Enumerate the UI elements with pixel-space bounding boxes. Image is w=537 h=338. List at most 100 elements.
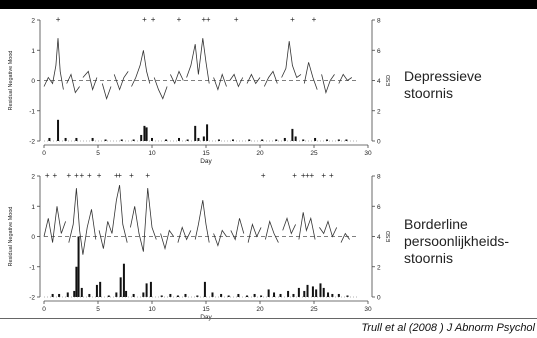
y2-tick-label: 8 [377,18,381,25]
y2-tick-label: 2 [377,108,381,115]
event-marker: + [117,171,122,180]
esd-bar [217,139,220,141]
esd-bar [169,293,172,297]
mood-line-segment [101,83,112,101]
y-tick-label: 0 [31,78,35,85]
y2-tick-label: 8 [377,174,381,181]
esd-bar [104,139,107,141]
y-tick-label: -2 [29,139,35,146]
event-marker: + [129,171,134,180]
esd-bar [48,137,51,141]
event-marker: + [206,15,211,24]
separator-line [0,318,537,319]
esd-bar [319,283,322,297]
esd-bar [125,290,128,297]
mood-line-segment [82,70,98,92]
panel-2-label-line: persoonlijkheids- [404,233,510,249]
esd-bar [115,292,118,297]
y2-tick-label: 4 [377,234,381,241]
mood-line-segment [298,212,316,240]
y2-axis-title: ESD [386,75,392,86]
panel-1-label-line: stoornis [404,85,454,101]
mood-line-segment [246,73,261,85]
y-tick-label: 1 [31,204,35,211]
esd-bar [66,292,69,297]
esd-bar [260,295,263,297]
esd-bar [331,293,334,297]
esd-bar [292,293,295,297]
event-marker: + [45,171,50,180]
x-tick-label: 15 [202,150,210,157]
event-marker: + [142,15,147,24]
event-marker: + [114,171,119,180]
y-tick-label: 0 [31,234,35,241]
panel-2-label: Borderline persoonlijkheids- stoornis [404,216,509,267]
esd-bar [196,295,199,297]
esd-bar [237,293,240,297]
y-tick-label: -1 [29,264,35,271]
esd-bar [88,293,91,297]
y-axis-title: Residual Negative Mood [8,51,14,111]
esd-bar [287,290,290,297]
x-axis-title: Day [200,314,212,321]
esd-bar [178,137,180,141]
y2-tick-label: 0 [377,139,381,146]
event-marker: + [79,171,84,180]
mood-line-segment [230,218,245,241]
esd-bar [143,125,146,141]
y2-tick-label: 6 [377,204,381,211]
esd-bar [261,139,264,141]
mood-line-segment [338,73,353,84]
panel-1-label-line: Depressieve [404,68,482,84]
esd-bar [279,293,282,297]
mood-line-segment [282,216,296,235]
esd-bar [322,287,325,297]
mood-line-segment [160,229,174,251]
event-marker: + [145,171,150,180]
x-tick-label: 30 [364,306,372,313]
esd-bar [327,292,330,297]
esd-bar [203,281,206,297]
mood-line-segment [153,77,168,100]
esd-bar [345,139,348,141]
esd-bar [132,139,135,141]
esd-bar [315,289,318,297]
esd-bar [58,293,61,297]
esd-bar [160,295,163,297]
esd-bar [132,293,135,297]
event-marker: + [312,15,317,24]
mood-line-segment [186,38,210,84]
esd-bar [273,292,276,297]
event-marker: + [305,171,310,180]
panel-2-label-line: Borderline [404,216,468,232]
event-marker: + [67,171,72,180]
y-tick-label: -2 [29,295,35,302]
event-marker: + [87,171,92,180]
esd-bar [283,137,286,141]
x-tick-label: 15 [202,306,210,313]
x-tick-label: 10 [148,306,156,313]
mood-line-segment [131,50,151,87]
esd-bar [297,287,300,297]
esd-bar [107,295,110,297]
esd-bar [246,295,249,297]
esd-bar [253,293,256,297]
esd-bar [145,283,148,297]
esd-bar [197,137,200,141]
x-tick-label: 10 [148,150,156,157]
esd-bar [220,293,223,297]
esd-bar [306,284,309,297]
mood-line-segment [66,73,80,94]
esd-bar [302,139,305,141]
y-tick-label: 2 [31,174,35,181]
esd-bar [267,289,270,297]
x-tick-label: 0 [42,150,46,157]
esd-bar [337,139,340,141]
esd-bar [303,290,306,297]
x-tick-label: 20 [256,306,264,313]
x-tick-label: 30 [364,150,372,157]
esd-bar [151,137,153,141]
y2-tick-label: 4 [377,78,381,85]
mood-line-segment [229,73,244,88]
mood-line-segment [263,70,278,87]
